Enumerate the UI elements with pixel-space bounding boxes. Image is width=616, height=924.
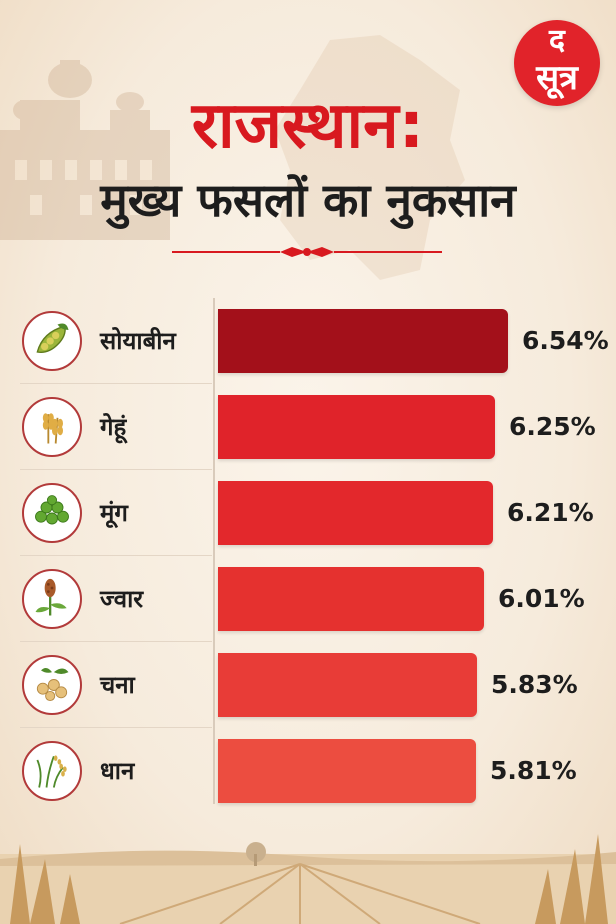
logo-text-top: द (549, 23, 565, 58)
page-subtitle: मुख्य फसलों का नुकसान (100, 173, 516, 227)
row-separator (20, 469, 212, 470)
row-separator (20, 383, 212, 384)
crop-label: मूंग (100, 499, 128, 527)
chart-axis-line (213, 298, 215, 804)
crop-label: धान (100, 757, 135, 785)
chickpea-icon (22, 655, 82, 715)
crop-label: गेहूं (100, 413, 127, 441)
crop-label: चना (100, 671, 135, 699)
bar-value-label: 5.83% (491, 670, 578, 699)
row-separator (20, 727, 212, 728)
rajasthan-map-silhouette (275, 35, 465, 280)
bar (218, 739, 476, 803)
crop-label: ज्वार (100, 585, 144, 613)
wheat-field-illustration (0, 834, 616, 924)
row-separator (20, 641, 212, 642)
bar (218, 653, 477, 717)
ornamental-divider (172, 247, 442, 257)
bar-value-label: 6.21% (507, 498, 594, 527)
page-title: राजस्थान: (191, 89, 425, 163)
bar-value-label: 5.81% (490, 756, 577, 785)
bar (218, 395, 495, 459)
bar-value-label: 6.01% (498, 584, 585, 613)
bar (218, 567, 484, 631)
logo-text-bottom: सूत्र (536, 58, 578, 98)
row-separator (20, 555, 212, 556)
wheat-icon (22, 397, 82, 457)
bar (218, 481, 493, 545)
crop-label: सोयाबीन (100, 327, 176, 355)
jowar-icon (22, 569, 82, 629)
bar-value-label: 6.25% (509, 412, 596, 441)
soybean-icon (22, 311, 82, 371)
paddy-icon (22, 741, 82, 801)
fort-illustration (0, 60, 170, 240)
bar-value-label: 6.54% (522, 326, 609, 355)
bar (218, 309, 508, 373)
the-sootr-logo[interactable]: द सूत्र (514, 20, 600, 106)
moong-icon (22, 483, 82, 543)
